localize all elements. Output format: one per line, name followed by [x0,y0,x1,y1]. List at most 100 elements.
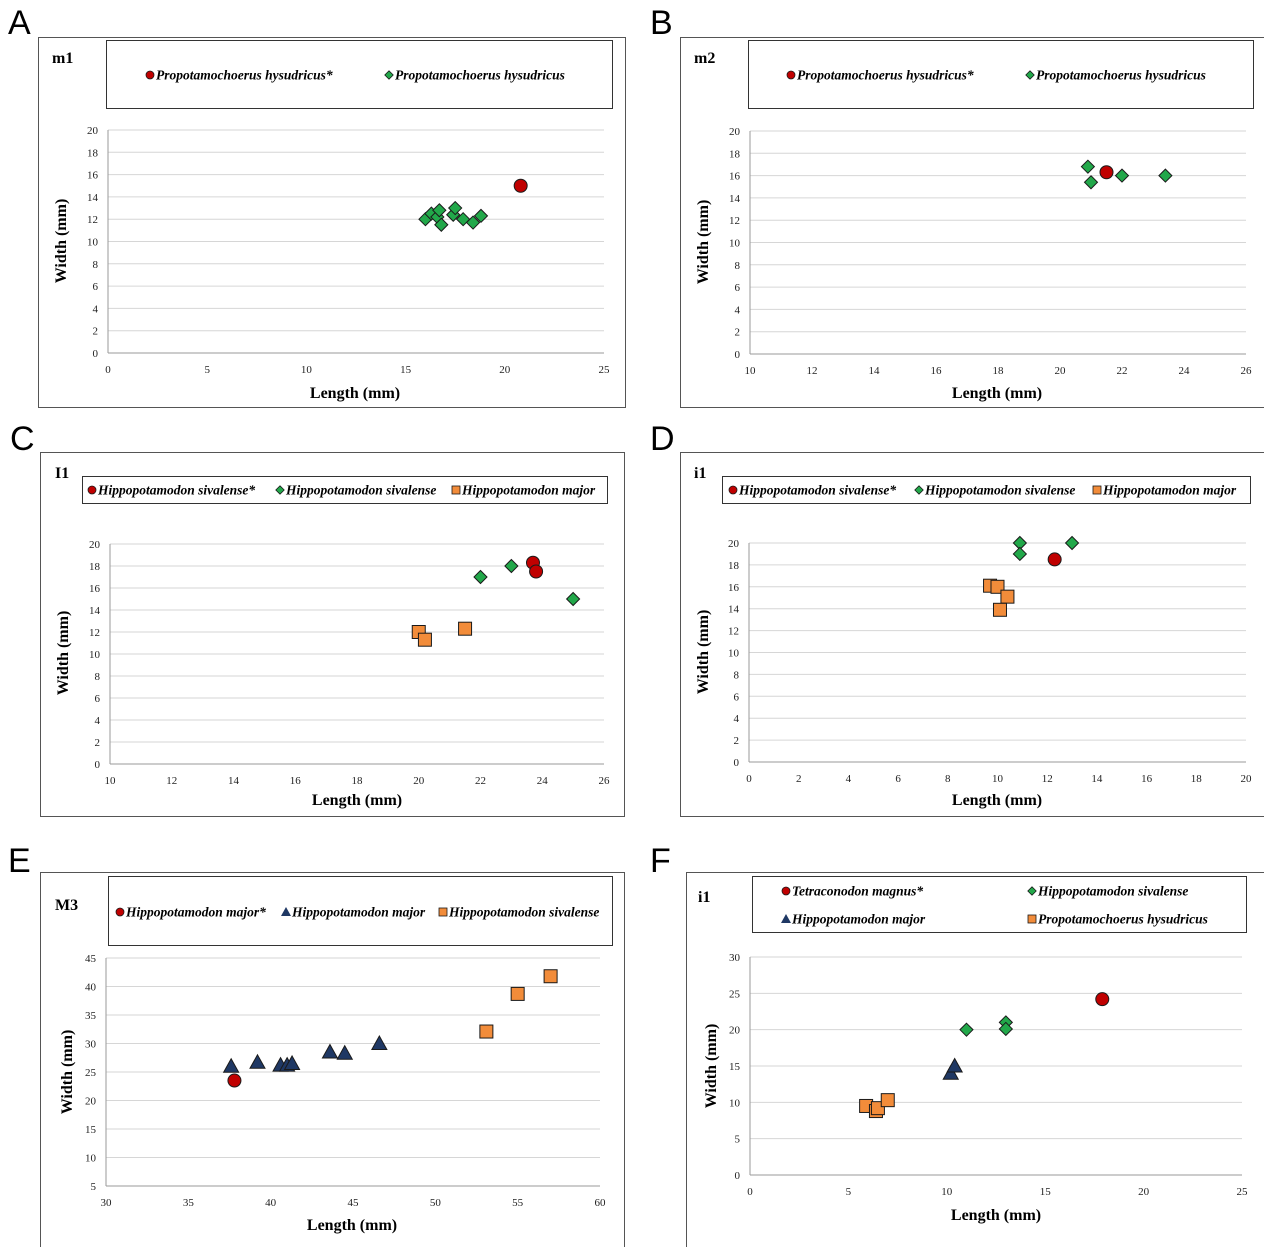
triangle-legend-marker [781,914,791,923]
y-tick-label: 0 [93,348,99,360]
y-tick-label: 2 [93,326,99,338]
x-tick-label: 20 [1138,1186,1150,1198]
legend-box [108,876,613,946]
panel-letter: C [10,420,35,458]
legend: Hippopotamodon major* Hippopotamodon majo… [108,876,613,946]
legend-box [752,876,1247,933]
y-tick-label: 10 [87,237,99,249]
data-point [417,632,432,647]
data-point [959,1022,974,1037]
y-tick-label: 14 [89,605,101,617]
gridlines [110,543,604,743]
data-points [411,555,581,647]
data-points [1080,159,1173,190]
x-tick-label: 18 [1191,773,1203,785]
circle-legend-marker [728,485,738,495]
x-tick-label: 14 [228,775,240,787]
y-tick-label: 30 [729,952,741,964]
data-point [1047,552,1062,567]
x-tick-label: 25 [1237,1186,1249,1198]
legend-box [722,476,1251,504]
y-tick-label: 8 [93,259,99,271]
data-point [565,591,581,607]
x-axis-title: Length (mm) [310,385,400,402]
y-tick-label: 14 [728,604,740,616]
x-tick-label: 0 [747,1186,753,1198]
y-axis-title: Width (mm) [59,1030,76,1115]
data-point [1114,168,1130,183]
data-point [998,1021,1014,1037]
data-points [222,969,558,1088]
legend-label: Hippopotamodon major [1102,483,1237,498]
data-point [529,564,544,579]
y-tick-label: 15 [85,1124,97,1136]
diamond-legend-marker [914,485,924,495]
tooth-label: m2 [694,50,715,67]
legend-label: Propotamochoerus hysudricus* [156,68,333,83]
y-tick-label: 20 [89,539,101,551]
y-tick-label: 10 [729,1097,741,1109]
y-tick-label: 20 [728,538,740,550]
y-tick-label: 18 [89,561,101,573]
legend-item: Propotamochoerus hysudricus* [786,68,974,83]
y-tick-label: 2 [95,737,101,749]
data-point [336,1044,354,1060]
data-point [880,1093,895,1108]
y-tick-label: 8 [95,671,101,683]
y-tick-label: 10 [85,1153,97,1165]
data-point [1000,589,1015,604]
y-tick-label: 6 [734,691,740,703]
data-point [370,1034,388,1050]
data-point [504,558,519,574]
legend-label: Propotamochoerus hysudricus [1036,68,1206,83]
y-tick-label: 5 [91,1181,97,1193]
diamond-legend-marker [384,70,394,80]
y-tick-label: 10 [89,649,101,661]
x-tick-label: 40 [265,1197,277,1209]
chart-frame [686,872,1264,1247]
legend-item: Propotamochoerus hysudricus [384,68,565,83]
y-axis-title: Width (mm) [703,1024,720,1109]
legend-box [106,40,613,109]
diamond-legend-marker [275,485,285,495]
panel-letter: D [650,420,675,458]
circle-legend-marker [781,886,791,896]
gridlines [749,542,1246,741]
y-tick-label: 16 [87,170,99,182]
x-tick-label: 45 [348,1197,360,1209]
y-tick-label: 10 [729,238,741,250]
x-tick-label: 16 [931,365,943,377]
circle-legend-marker [87,485,97,495]
data-point [473,569,488,585]
x-tick-label: 16 [1141,773,1153,785]
data-point [1083,175,1099,190]
y-axis-title: Width (mm) [53,199,70,284]
x-axis-title: Length (mm) [307,1217,397,1234]
data-point [473,208,489,224]
data-point [432,203,447,218]
data-point [465,215,481,230]
x-tick-label: 15 [400,364,412,376]
data-point [227,1073,242,1088]
y-tick-label: 40 [85,982,97,994]
y-tick-label: 16 [729,171,741,183]
legend-label: Tetraconodon magnus* [792,884,923,899]
y-tick-label: 12 [729,215,740,227]
legend-label: Hippopotamodon sivalense [448,905,599,920]
triangle-legend-marker [281,907,291,916]
legend-label: Hippopotamodon sivalense [285,483,436,498]
x-tick-label: 22 [1117,365,1128,377]
x-tick-label: 18 [993,365,1005,377]
data-point [447,200,463,216]
x-tick-label: 24 [1179,365,1191,377]
x-tick-label: 18 [352,775,364,787]
diamond-legend-marker [1027,886,1037,896]
legend-label: Hippopotamodon sivalense* [738,483,896,498]
y-tick-label: 14 [729,193,741,205]
y-tick-label: 30 [85,1039,97,1051]
gridlines [108,129,604,332]
